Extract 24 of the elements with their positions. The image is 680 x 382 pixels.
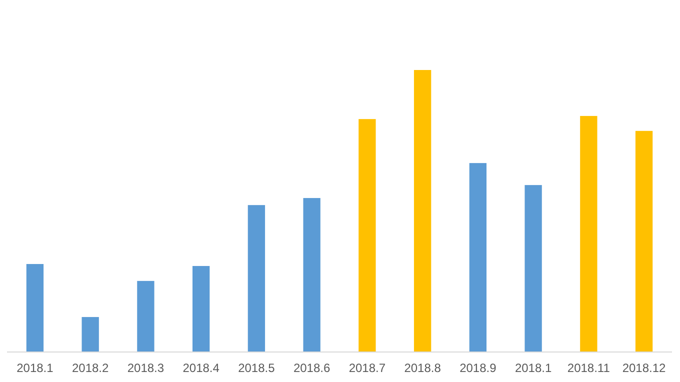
x-tick-label: 2018.2 bbox=[72, 361, 110, 375]
x-tick-label: 2018.3 bbox=[127, 361, 164, 375]
bar bbox=[524, 185, 542, 352]
bar bbox=[469, 163, 487, 352]
x-tick-label: 2018.5 bbox=[238, 361, 276, 375]
x-tick-label: 2018.7 bbox=[348, 361, 386, 375]
bar bbox=[414, 70, 432, 352]
bar bbox=[635, 130, 653, 352]
x-tick-label: 2018.4 bbox=[182, 361, 220, 375]
x-tick-label: 2018.9 bbox=[460, 361, 497, 375]
bar bbox=[303, 198, 320, 352]
x-tick-label: 2018.8 bbox=[404, 361, 442, 375]
x-tick-label: 2018.11 bbox=[567, 361, 610, 375]
bar bbox=[137, 280, 154, 352]
bar bbox=[26, 264, 44, 352]
bar bbox=[82, 317, 99, 352]
x-tick-label: 2018.6 bbox=[293, 361, 330, 375]
x-tick-label: 2018.1 bbox=[514, 361, 552, 375]
bar bbox=[580, 116, 598, 352]
bar bbox=[248, 205, 266, 352]
x-tick-label: 2018.12 bbox=[622, 361, 666, 375]
bar bbox=[192, 266, 210, 352]
bar bbox=[358, 119, 376, 352]
x-tick-label: 2018.1 bbox=[16, 361, 54, 375]
